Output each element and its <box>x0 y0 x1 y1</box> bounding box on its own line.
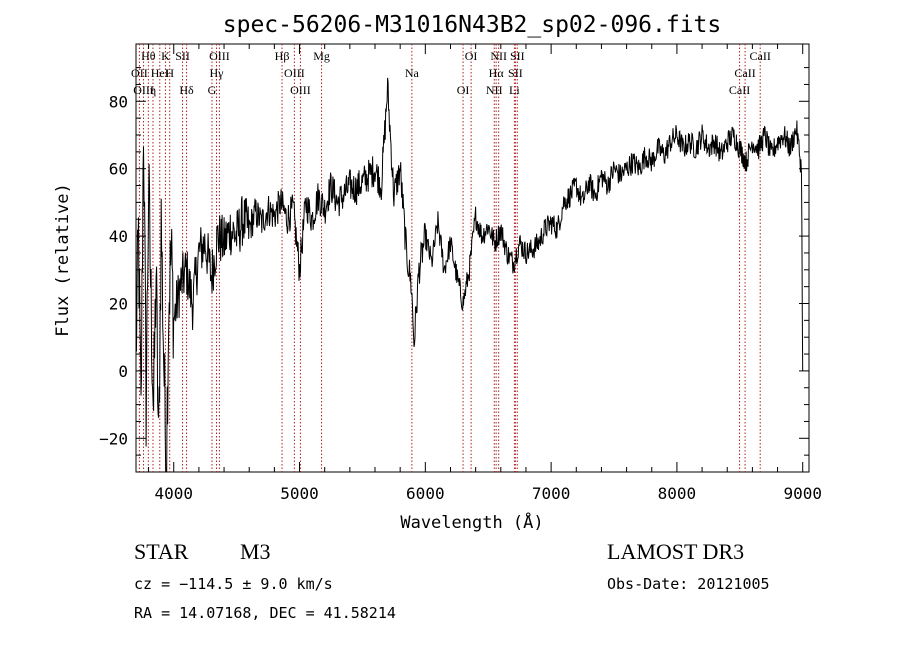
line-label-6: SII <box>175 49 190 63</box>
line-label-22: SII <box>508 66 523 80</box>
spectrum-line <box>135 77 804 473</box>
chart-title: spec-56206-M31016N43B2_sp02-096.fits <box>223 12 722 38</box>
obs-date-text: Obs-Date: 20121005 <box>607 575 770 593</box>
emission-line-markers <box>138 44 761 472</box>
redshift-text: cz = −114.5 ± 9.0 km/s <box>134 575 333 593</box>
line-label-20: NII <box>486 83 503 97</box>
line-label-11: G <box>208 83 217 97</box>
line-label-13: OIII <box>284 66 305 80</box>
line-label-12: Hβ <box>275 49 290 63</box>
line-label-26: CaII <box>729 83 750 97</box>
line-label-4: HeI <box>151 66 169 80</box>
x-axis-label: Wavelength (Å) <box>400 511 543 533</box>
y-axis: −20 0 20 40 60 80 <box>99 67 809 473</box>
x-tick-label-2: 6000 <box>406 484 445 503</box>
x-tick-label-1: 5000 <box>280 484 319 503</box>
y-tick-label-5: 80 <box>109 92 128 111</box>
line-label-3: K <box>161 49 170 63</box>
line-label-5: η <box>150 83 156 97</box>
line-label-18: OI <box>465 49 478 63</box>
y-axis-label: Flux (relative) <box>53 183 73 337</box>
object-subclass: M3 <box>240 539 271 564</box>
line-label-17: OI <box>457 83 470 97</box>
line-label-1: OII <box>131 66 148 80</box>
line-label-8: Hδ <box>179 83 194 97</box>
emission-line-labels: HθOIIOIIIKHeIηSIIHHδOIIIHγGHβOIIIOIIIMgN… <box>131 49 771 97</box>
line-label-21: NII <box>490 49 507 63</box>
line-label-27: CaII <box>750 49 771 63</box>
line-label-16: Na <box>405 66 420 80</box>
line-label-15: Mg <box>313 49 330 63</box>
line-label-14: OIII <box>290 83 311 97</box>
line-label-25: CaII <box>734 66 755 80</box>
y-tick-label-2: 20 <box>109 294 128 313</box>
object-class: STAR <box>134 539 189 564</box>
line-label-2: OIII <box>133 83 154 97</box>
y-tick-label-3: 40 <box>109 227 128 246</box>
coords-text: RA = 14.07168, DEC = 41.58214 <box>134 604 396 622</box>
survey-name: LAMOST DR3 <box>607 539 745 564</box>
y-tick-label-1: 0 <box>118 362 128 381</box>
line-label-24: SII <box>510 49 525 63</box>
x-tick-label-3: 7000 <box>532 484 571 503</box>
line-label-9: OIII <box>209 49 230 63</box>
line-label-10: Hγ <box>210 66 225 80</box>
line-label-19: Hα <box>489 66 505 80</box>
x-tick-label-5: 9000 <box>783 484 822 503</box>
x-tick-label-4: 8000 <box>658 484 697 503</box>
y-tick-label-4: 60 <box>109 160 128 179</box>
line-label-7: H <box>165 66 174 80</box>
plot-frame <box>135 43 810 473</box>
line-label-0: Hθ <box>141 49 156 63</box>
x-axis: 4000 5000 6000 7000 8000 9000 <box>148 44 822 503</box>
x-tick-label-0: 4000 <box>154 484 193 503</box>
y-tick-label-0: −20 <box>99 429 128 448</box>
line-label-23: Li <box>509 83 520 97</box>
